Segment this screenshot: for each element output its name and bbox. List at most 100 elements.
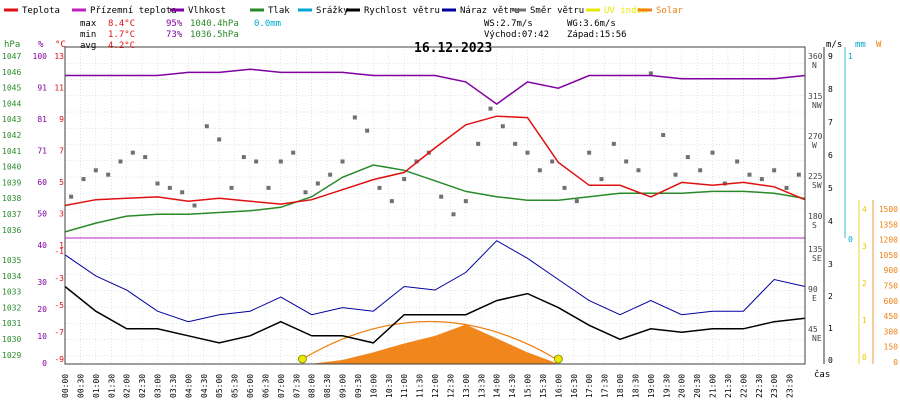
temp-tick-bottom-2: -5 [54, 301, 64, 310]
x-tick-14: 07:00 [277, 374, 286, 398]
wind-dir-point-50 [685, 155, 690, 160]
dir-label-top-3: SW [812, 181, 822, 190]
x-tick-4: 02:00 [123, 374, 132, 398]
pct-tick-bottom-1: 20 [37, 305, 47, 314]
info-sunset: Západ:15:56 [567, 30, 627, 40]
hpa-tick-bottom-6: 1029 [2, 351, 21, 360]
hpa-tick-top-1: 1046 [2, 68, 21, 77]
wind-dir-point-13 [229, 185, 234, 190]
pct-tick-top-3: 71 [37, 147, 47, 156]
wind-dir-point-55 [747, 172, 752, 177]
series-teplota [64, 115, 806, 207]
stat-avg-label: avg [80, 41, 96, 51]
x-tick-21: 10:30 [385, 374, 394, 398]
hpa-tick-top-3: 1044 [2, 99, 21, 108]
sun-arc [302, 321, 557, 360]
wind-dir-point-26 [389, 199, 394, 204]
plot-background [65, 47, 805, 364]
legend-label-4: Srážky [316, 6, 349, 16]
wind-dir-point-58 [784, 185, 789, 190]
wind-dir-point-15 [254, 159, 259, 164]
x-tick-0: 00:00 [61, 374, 70, 398]
wind-dir-point-21 [328, 172, 333, 177]
wind-dir-point-22 [340, 159, 345, 164]
wind-dir-point-2 [93, 168, 98, 173]
dir-tick-bottom-1: 90 [808, 285, 818, 294]
w-tick-2: 1200 [879, 236, 898, 245]
x-tick-2: 01:00 [92, 374, 101, 398]
wind-dir-point-0 [69, 194, 74, 199]
x-axis-label: čas [814, 369, 830, 380]
x-tick-33: 16:30 [570, 374, 579, 398]
wind-dir-point-4 [118, 159, 123, 164]
unit-pct: % [38, 40, 44, 50]
wind-dir-point-45 [624, 159, 629, 164]
x-tick-26: 13:00 [462, 374, 471, 398]
x-tick-15: 07:30 [292, 374, 301, 398]
info-block: WS:2.7m/s WG:3.6m/s Východ:07:42 Západ:1… [484, 19, 627, 40]
x-tick-16: 08:00 [308, 374, 317, 398]
stat-max-rain: 0.0mm [254, 19, 281, 29]
x-tick-42: 21:00 [709, 374, 718, 398]
legend-label-9: Solar [656, 6, 684, 16]
x-tick-32: 16:00 [554, 374, 563, 398]
wind-dir-point-59 [796, 172, 801, 177]
wind-dir-point-11 [204, 124, 209, 129]
dir-label-bottom-2: NE [812, 334, 822, 343]
hpa-tick-bottom-3: 1032 [2, 303, 21, 312]
plot-frame [64, 46, 806, 365]
hpa-tick-top-6: 1041 [2, 147, 21, 156]
x-tick-37: 18:30 [631, 374, 640, 398]
ms-tick-top-5: 4 [828, 217, 833, 226]
x-tick-11: 05:30 [231, 374, 240, 398]
x-tick-5: 02:30 [138, 374, 147, 398]
legend: Teplota Přízemní teplota Vlhkost Tlak Srážky… [4, 6, 684, 16]
ms-tick-bottom-3: 0 [828, 356, 833, 365]
info-wg: WG:3.6m/s [567, 19, 616, 29]
hpa-tick-top-10: 1037 [2, 210, 21, 219]
info-ws: WS:2.7m/s [484, 19, 533, 29]
stat-min-temp: 1.7°C [108, 30, 135, 40]
x-tick-25: 12:30 [446, 374, 455, 398]
x-tick-7: 03:30 [169, 374, 178, 398]
left-axes: 1047104610451044104310421041104010391038… [2, 52, 64, 368]
unit-ms: m/s [826, 40, 842, 50]
temp-tick-bottom-1: -3 [54, 274, 64, 283]
wind-dir-point-51 [698, 168, 703, 173]
series-n-raz-v-tru [64, 240, 806, 323]
x-tick-35: 17:30 [601, 374, 610, 398]
wind-dir-point-8 [167, 185, 172, 190]
wind-dir-point-36 [513, 141, 518, 146]
w-tick-10: 0 [893, 358, 898, 367]
hpa-tick-top-5: 1042 [2, 131, 21, 140]
stat-max-hum: 95% [166, 19, 183, 29]
hpa-tick-bottom-2: 1033 [2, 288, 21, 297]
hpa-tick-top-2: 1045 [2, 84, 21, 93]
x-tick-1: 00:30 [76, 374, 85, 398]
x-tick-8: 04:00 [184, 374, 193, 398]
x-tick-27: 13:30 [477, 374, 486, 398]
wind-dir-point-49 [673, 172, 678, 177]
hpa-tick-top-0: 1047 [2, 52, 21, 61]
wind-dir-point-32 [463, 199, 468, 204]
dir-tick-bottom-0: 135 [808, 245, 823, 254]
wind-dir-point-18 [291, 150, 296, 155]
pct-tick-bottom-0: 30 [37, 278, 47, 287]
wind-dir-point-23 [352, 115, 357, 120]
pct-tick-top-5: 50 [37, 210, 47, 219]
wind-dir-point-44 [611, 141, 616, 146]
wind-dir-point-33 [476, 141, 481, 146]
temp-tick-top-0: 13 [54, 52, 64, 61]
x-axis: 00:00 00:30 01:00 01:30 02:00 02:30 03:00 03:30… [61, 374, 795, 398]
stat-min-press: 1036.5hPa [190, 30, 239, 40]
stat-avg-temp: 4.2°C [108, 41, 135, 51]
unit-mm: mm [855, 40, 866, 50]
w-tick-0: 1500 [879, 205, 898, 214]
ms-tick-bottom-1: 2 [828, 292, 833, 301]
temp-tick-top-1: 11 [54, 84, 64, 93]
x-tick-23: 11:30 [416, 374, 425, 398]
w-tick-9: 150 [884, 343, 899, 352]
legend-label-0: Teplota [22, 6, 60, 16]
